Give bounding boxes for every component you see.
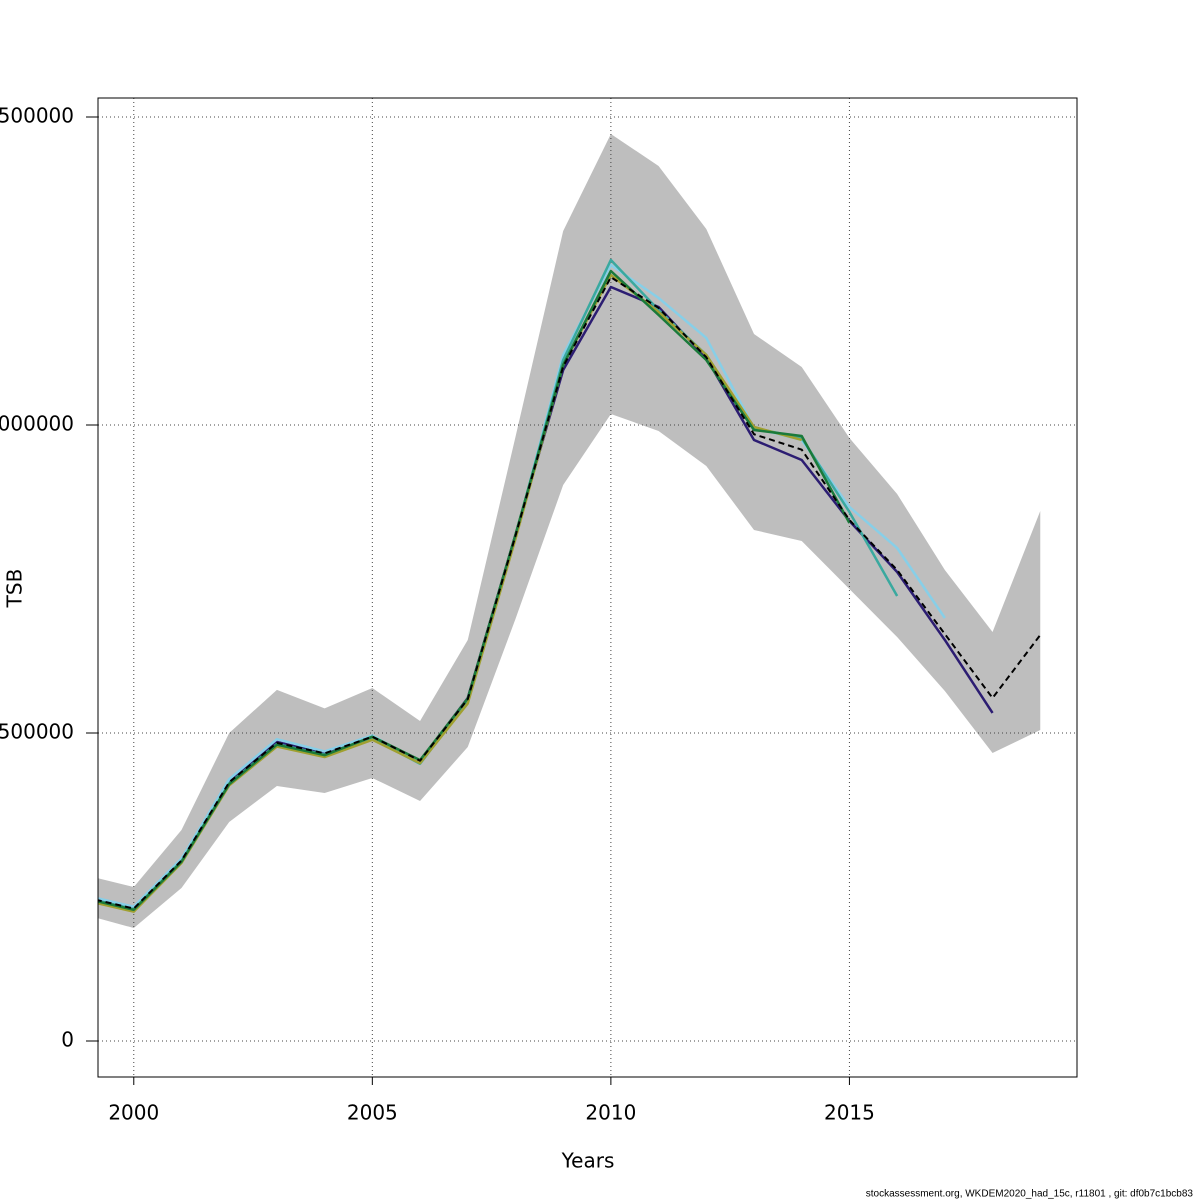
series-line xyxy=(98,276,1042,910)
x-tick-label: 2005 xyxy=(347,1101,398,1125)
y-axis-label: TSB xyxy=(3,569,27,609)
x-tick-label: 2000 xyxy=(108,1101,159,1125)
y-tick-label: 1000000 xyxy=(0,411,74,435)
x-axis-label: Years xyxy=(561,1149,615,1173)
x-tick-label: 2010 xyxy=(585,1101,636,1125)
confidence-band xyxy=(98,134,1041,929)
plot-frame xyxy=(97,97,1078,1078)
y-tick-label: 0 xyxy=(61,1027,74,1051)
plot-area xyxy=(98,98,1077,1077)
x-tick-label: 2015 xyxy=(824,1101,875,1125)
y-tick-label: 1500000 xyxy=(0,103,74,127)
y-tick-label: 500000 xyxy=(0,719,74,743)
footer: stockassessment.org, WKDEM2020_had_15c, … xyxy=(866,1189,1194,1200)
